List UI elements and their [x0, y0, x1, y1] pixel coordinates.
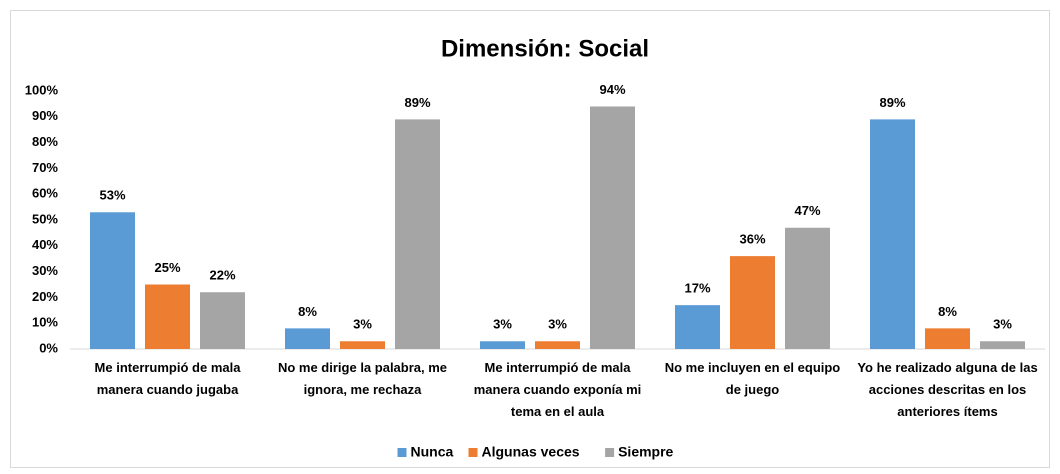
bar — [730, 256, 775, 349]
data-label: 8% — [298, 304, 317, 319]
bar — [200, 292, 245, 349]
data-label: 22% — [209, 268, 235, 283]
data-label: 3% — [493, 317, 512, 332]
data-label: 89% — [879, 95, 905, 110]
chart-title: Dimensión: Social — [441, 35, 649, 62]
bar — [340, 341, 385, 349]
x-tick-label: Me interrumpió de mala manera cuando exp… — [473, 360, 642, 419]
y-tick-label: 90% — [32, 108, 58, 123]
bar — [535, 341, 580, 349]
data-label: 94% — [599, 82, 625, 97]
bar — [285, 328, 330, 349]
y-tick-label: 10% — [32, 315, 58, 330]
y-tick-label: 20% — [32, 289, 58, 304]
data-label: 53% — [99, 188, 125, 203]
data-label: 47% — [794, 203, 820, 218]
bar — [395, 119, 440, 349]
bar — [145, 284, 190, 349]
legend-swatch — [397, 448, 407, 457]
y-tick-label: 60% — [32, 186, 58, 201]
x-tick-label: Me interrumpió de mala manera cuando jug… — [94, 360, 241, 397]
bar — [480, 341, 525, 349]
x-tick-label: No me dirige la palabra, me ignora, me r… — [277, 360, 448, 397]
legend-swatch — [605, 448, 615, 457]
bar — [785, 227, 830, 349]
data-label: 25% — [154, 260, 180, 275]
data-label: 17% — [684, 281, 710, 296]
legend-label: Nunca — [411, 444, 454, 460]
y-tick-label: 0% — [39, 340, 58, 355]
y-tick-label: 70% — [32, 160, 58, 175]
y-tick-label: 40% — [32, 237, 58, 252]
data-label: 3% — [353, 317, 372, 332]
x-tick-label: No me incluyen en el equipo de juego — [664, 360, 841, 397]
bar — [870, 119, 915, 349]
bar — [675, 305, 720, 349]
data-label: 8% — [938, 304, 957, 319]
bar — [90, 212, 135, 349]
data-label: 3% — [993, 317, 1012, 332]
bar — [590, 106, 635, 349]
data-label: 89% — [404, 95, 430, 110]
bar — [980, 341, 1025, 349]
y-tick-label: 30% — [32, 263, 58, 278]
bar — [925, 328, 970, 349]
x-tick-label: Yo he realizado alguna de las acciones d… — [857, 360, 1038, 419]
data-label: 36% — [739, 232, 765, 247]
y-tick-label: 50% — [32, 211, 58, 226]
legend-swatch — [468, 448, 478, 457]
y-tick-label: 80% — [32, 134, 58, 149]
y-tick-label: 100% — [25, 82, 59, 97]
legend-label: Algunas veces — [482, 444, 580, 460]
data-label: 3% — [548, 317, 567, 332]
legend-label: Siempre — [618, 444, 673, 460]
